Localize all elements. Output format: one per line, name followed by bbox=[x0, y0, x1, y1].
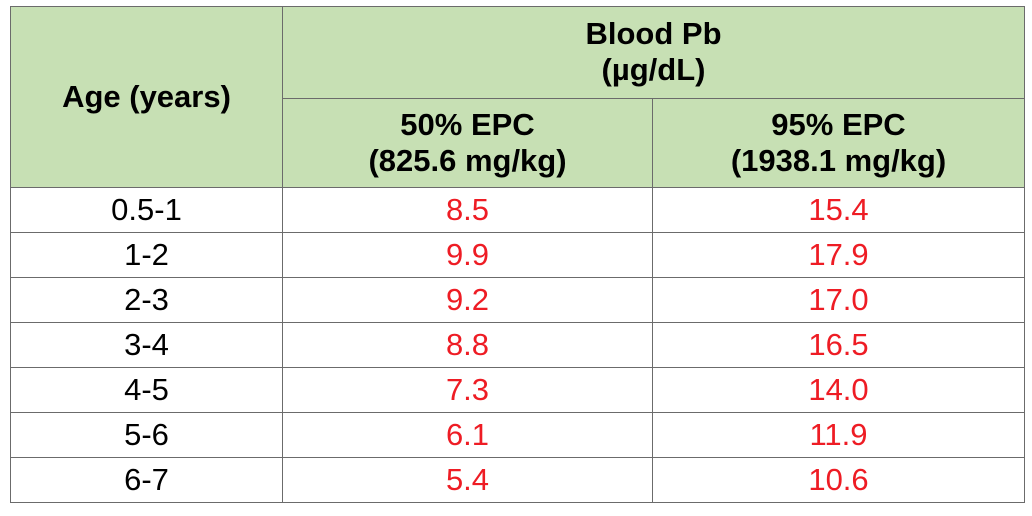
table-row: 2-3 9.2 17.0 bbox=[10, 277, 1026, 323]
age-column-header: Age (years) bbox=[10, 6, 283, 188]
epc95-value-cell: 17.0 bbox=[651, 277, 1026, 323]
blood-pb-table: Age (years) Blood Pb (µg/dL) 50% EPC (82… bbox=[10, 6, 1026, 503]
epc95-value-cell: 10.6 bbox=[651, 457, 1026, 503]
epc95-value-cell: 15.4 bbox=[651, 187, 1026, 233]
epc50-value-cell: 5.4 bbox=[282, 457, 653, 503]
epc95-title: 95% EPC bbox=[771, 106, 906, 142]
age-cell: 6-7 bbox=[10, 457, 283, 503]
epc50-value-cell: 9.9 bbox=[282, 232, 653, 278]
epc95-value-cell: 11.9 bbox=[651, 412, 1026, 458]
epc50-value-cell: 7.3 bbox=[282, 367, 653, 413]
epc50-value-cell: 8.5 bbox=[282, 187, 653, 233]
epc50-value-cell: 9.2 bbox=[282, 277, 653, 323]
age-cell: 4-5 bbox=[10, 367, 283, 413]
table-container: Age (years) Blood Pb (µg/dL) 50% EPC (82… bbox=[10, 6, 1026, 503]
blood-pb-unit: (µg/dL) bbox=[601, 52, 706, 88]
epc50-value-cell: 6.1 bbox=[282, 412, 653, 458]
header-row-sub: 50% EPC (825.6 mg/kg) 95% EPC (1938.1 mg… bbox=[11, 97, 1026, 188]
epc50-column-header: 50% EPC (825.6 mg/kg) bbox=[282, 97, 653, 188]
epc95-value-cell: 17.9 bbox=[651, 232, 1026, 278]
epc95-value-cell: 16.5 bbox=[651, 322, 1026, 368]
epc50-concentration: (825.6 mg/kg) bbox=[368, 142, 567, 178]
blood-pb-title: Blood Pb bbox=[585, 16, 722, 52]
table-row: 6-7 5.4 10.6 bbox=[10, 457, 1026, 503]
table-row: 0.5-1 8.5 15.4 bbox=[10, 187, 1026, 233]
blood-pb-group-header: Blood Pb (µg/dL) bbox=[281, 6, 1026, 99]
epc50-value-cell: 8.8 bbox=[282, 322, 653, 368]
age-cell: 1-2 bbox=[10, 232, 283, 278]
age-cell: 2-3 bbox=[10, 277, 283, 323]
table-row: 3-4 8.8 16.5 bbox=[10, 322, 1026, 368]
epc50-title: 50% EPC bbox=[400, 106, 535, 142]
age-cell: 3-4 bbox=[10, 322, 283, 368]
table-row: 5-6 6.1 11.9 bbox=[10, 412, 1026, 458]
table-row: 1-2 9.9 17.9 bbox=[10, 232, 1026, 278]
age-cell: 5-6 bbox=[10, 412, 283, 458]
age-cell: 0.5-1 bbox=[10, 187, 283, 233]
epc95-concentration: (1938.1 mg/kg) bbox=[730, 142, 947, 178]
header-row-top: Age (years) Blood Pb (µg/dL) bbox=[10, 6, 1026, 188]
table-row: 4-5 7.3 14.0 bbox=[10, 367, 1026, 413]
epc95-value-cell: 14.0 bbox=[651, 367, 1026, 413]
epc95-column-header: 95% EPC (1938.1 mg/kg) bbox=[651, 97, 1026, 188]
